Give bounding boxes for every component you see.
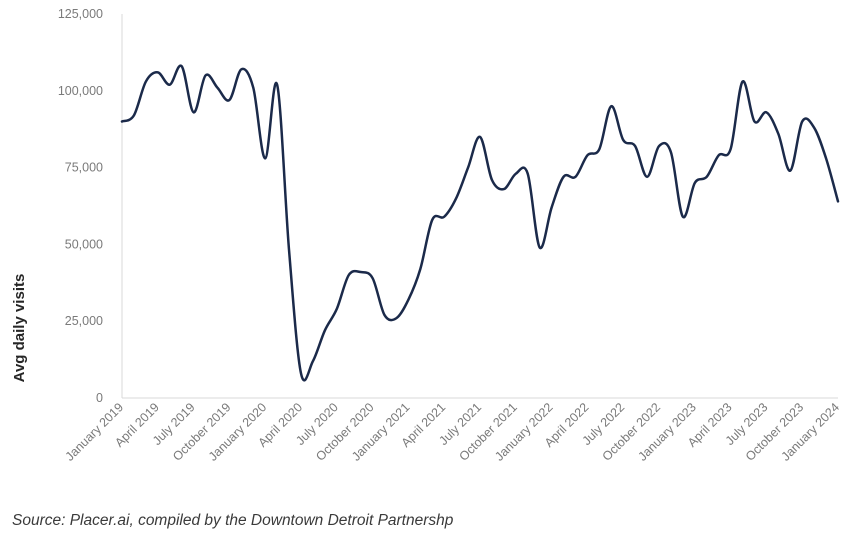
data-point	[694, 182, 696, 184]
y-tick-label: 50,000	[65, 237, 103, 251]
data-point	[706, 176, 708, 178]
data-point	[551, 207, 553, 209]
data-point	[384, 314, 386, 316]
data-point	[789, 170, 791, 172]
data-point	[395, 317, 397, 319]
y-tick-label: 75,000	[65, 161, 103, 175]
data-point	[228, 99, 230, 101]
data-point	[777, 133, 779, 135]
data-point	[813, 127, 815, 129]
data-point	[682, 216, 684, 218]
data-point	[503, 188, 505, 190]
data-point	[157, 71, 159, 73]
data-point	[718, 154, 720, 156]
y-axis: 0 25,000 50,000 75,000 100,000 125,000	[58, 7, 103, 405]
data-point	[121, 121, 123, 123]
data-point	[574, 176, 576, 178]
data-point	[145, 81, 147, 83]
data-point	[193, 111, 195, 113]
series-line	[120, 64, 840, 382]
data-point	[181, 65, 183, 67]
data-point	[742, 81, 744, 83]
data-point	[622, 139, 624, 141]
data-point	[563, 176, 565, 178]
data-point	[586, 154, 588, 156]
data-point	[610, 105, 612, 107]
data-point	[479, 136, 481, 138]
data-point	[646, 176, 648, 178]
source-note: Source: Placer.ai, compiled by the Downt…	[12, 512, 454, 529]
data-point	[539, 246, 541, 248]
data-point	[300, 372, 302, 374]
data-point	[240, 68, 242, 70]
data-point	[753, 121, 755, 123]
data-point	[216, 87, 218, 89]
data-point	[765, 111, 767, 113]
x-tick-label: January 2019	[63, 400, 126, 463]
data-point	[837, 200, 839, 202]
y-axis-label: Avg daily visits	[11, 274, 28, 383]
data-point	[467, 167, 469, 169]
data-point	[455, 197, 457, 199]
y-tick-label: 100,000	[58, 84, 103, 98]
data-point	[491, 179, 493, 181]
data-point	[658, 145, 660, 147]
data-point	[336, 308, 338, 310]
data-point	[825, 157, 827, 159]
data-point	[670, 151, 672, 153]
y-tick-label: 0	[96, 391, 103, 405]
data-point	[348, 274, 350, 276]
data-point	[312, 360, 314, 362]
data-point	[801, 121, 803, 123]
data-point	[205, 74, 207, 76]
y-tick-label: 125,000	[58, 7, 103, 21]
data-point	[372, 277, 374, 279]
data-point	[443, 216, 445, 218]
data-point	[276, 84, 278, 86]
series-group	[120, 64, 840, 382]
data-point	[419, 268, 421, 270]
data-point	[407, 299, 409, 301]
data-point	[169, 84, 171, 86]
data-point	[515, 173, 517, 175]
data-point	[288, 250, 290, 252]
data-point	[527, 173, 529, 175]
y-tick-label: 25,000	[65, 314, 103, 328]
data-point	[360, 271, 362, 273]
data-point	[264, 157, 266, 159]
data-point	[598, 148, 600, 150]
data-point	[431, 219, 433, 221]
data-point	[634, 145, 636, 147]
data-point	[730, 148, 732, 150]
data-point	[133, 114, 135, 116]
data-point	[252, 87, 254, 89]
data-point	[324, 329, 326, 331]
